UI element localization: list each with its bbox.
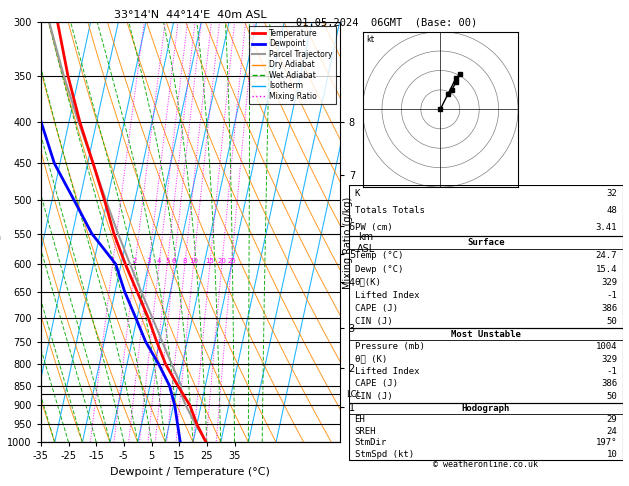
- Text: Most Unstable: Most Unstable: [451, 330, 521, 339]
- Text: CIN (J): CIN (J): [355, 317, 392, 326]
- Text: Temp (°C): Temp (°C): [355, 251, 403, 260]
- Text: Mixing Ratio (g/kg): Mixing Ratio (g/kg): [343, 197, 353, 289]
- Text: 1004: 1004: [596, 342, 617, 351]
- Text: kt: kt: [367, 35, 374, 45]
- Bar: [349, 328, 623, 402]
- Text: 5: 5: [165, 258, 169, 264]
- Text: Pressure (mb): Pressure (mb): [355, 342, 425, 351]
- Text: -1: -1: [606, 291, 617, 300]
- Text: θᴄ(K): θᴄ(K): [355, 278, 381, 287]
- Text: StmSpd (kt): StmSpd (kt): [355, 450, 414, 459]
- Text: 386: 386: [601, 380, 617, 388]
- X-axis label: Dewpoint / Temperature (°C): Dewpoint / Temperature (°C): [110, 467, 270, 477]
- Text: 10: 10: [606, 450, 617, 459]
- Text: 50: 50: [606, 317, 617, 326]
- Text: 24.7: 24.7: [596, 251, 617, 260]
- Text: 386: 386: [601, 304, 617, 313]
- Text: 15: 15: [206, 258, 214, 264]
- Text: K: K: [355, 189, 360, 198]
- Title: 33°14'N  44°14'E  40m ASL: 33°14'N 44°14'E 40m ASL: [114, 10, 267, 20]
- Text: Lifted Index: Lifted Index: [355, 367, 419, 376]
- Text: CAPE (J): CAPE (J): [355, 380, 398, 388]
- Text: 4: 4: [157, 258, 161, 264]
- Y-axis label: hPa: hPa: [0, 232, 1, 242]
- Text: Totals Totals: Totals Totals: [355, 206, 425, 215]
- Text: StmDir: StmDir: [355, 438, 387, 447]
- Text: 329: 329: [601, 355, 617, 364]
- Text: 329: 329: [601, 278, 617, 287]
- Text: 10: 10: [189, 258, 198, 264]
- Text: Dewp (°C): Dewp (°C): [355, 264, 403, 274]
- Text: EH: EH: [355, 416, 365, 424]
- Text: 01.05.2024  06GMT  (Base: 00): 01.05.2024 06GMT (Base: 00): [296, 17, 477, 27]
- Bar: [349, 402, 623, 460]
- Y-axis label: km
ASL: km ASL: [357, 232, 375, 254]
- Text: -1: -1: [606, 367, 617, 376]
- Bar: [349, 236, 623, 328]
- Bar: [349, 185, 623, 236]
- Legend: Temperature, Dewpoint, Parcel Trajectory, Dry Adiabat, Wet Adiabat, Isotherm, Mi: Temperature, Dewpoint, Parcel Trajectory…: [248, 26, 336, 104]
- Text: 50: 50: [606, 392, 617, 401]
- Text: 15.4: 15.4: [596, 264, 617, 274]
- Text: 6: 6: [172, 258, 176, 264]
- Text: CAPE (J): CAPE (J): [355, 304, 398, 313]
- Text: LCL: LCL: [346, 390, 361, 399]
- Text: CIN (J): CIN (J): [355, 392, 392, 401]
- Text: 25: 25: [227, 258, 236, 264]
- Text: θᴄ (K): θᴄ (K): [355, 355, 387, 364]
- Text: 3.41: 3.41: [596, 223, 617, 232]
- Text: PW (cm): PW (cm): [355, 223, 392, 232]
- Text: 29: 29: [606, 416, 617, 424]
- Text: 1: 1: [111, 258, 115, 264]
- Text: 20: 20: [218, 258, 226, 264]
- Text: 197°: 197°: [596, 438, 617, 447]
- Text: SREH: SREH: [355, 427, 376, 436]
- Text: Hodograph: Hodograph: [462, 404, 510, 413]
- Text: 3: 3: [147, 258, 151, 264]
- Text: © weatheronline.co.uk: © weatheronline.co.uk: [433, 460, 538, 469]
- Text: 32: 32: [606, 189, 617, 198]
- Text: Lifted Index: Lifted Index: [355, 291, 419, 300]
- Text: 24: 24: [606, 427, 617, 436]
- Text: 8: 8: [182, 258, 187, 264]
- Text: 2: 2: [133, 258, 137, 264]
- Text: Surface: Surface: [467, 238, 504, 247]
- Text: 48: 48: [606, 206, 617, 215]
